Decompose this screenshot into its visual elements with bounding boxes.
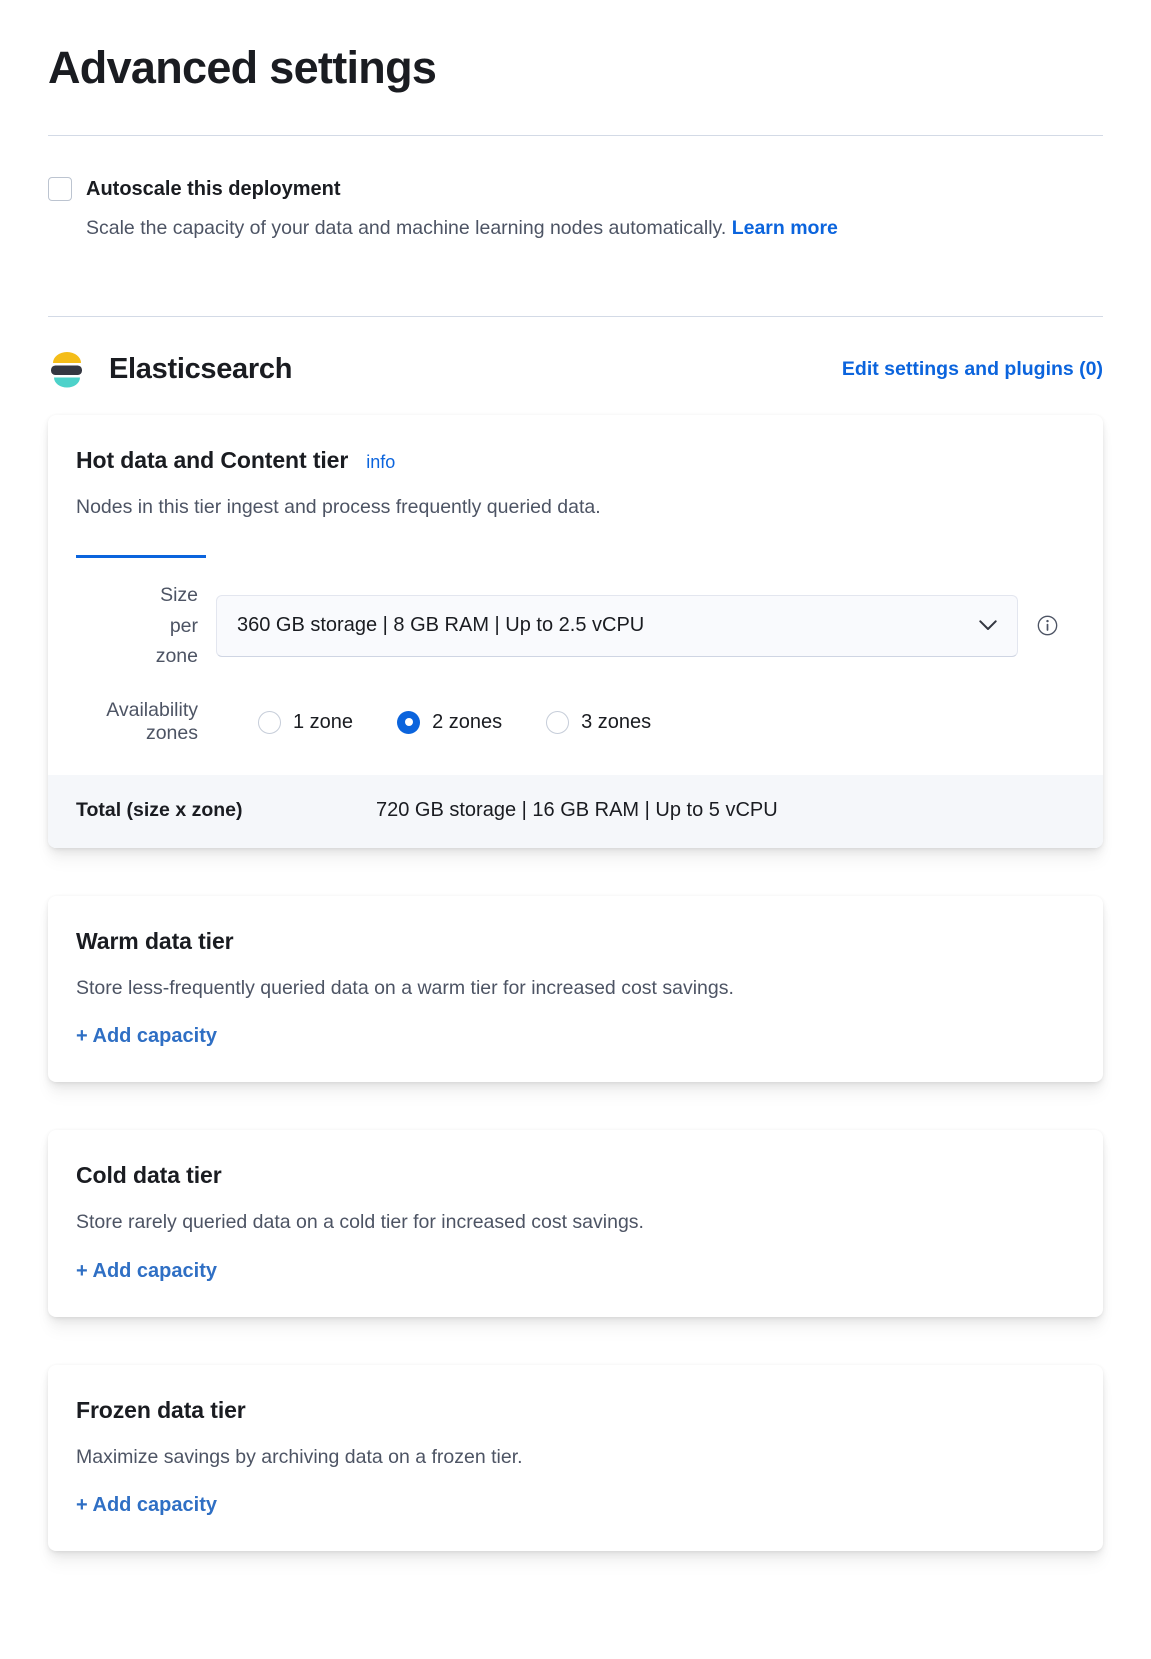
autoscale-description-text: Scale the capacity of your data and mach… xyxy=(86,216,727,239)
elasticsearch-header-left: Elasticsearch xyxy=(48,349,292,389)
frozen-tier-description: Maximize savings by archiving data on a … xyxy=(76,1445,523,1468)
chevron-down-icon xyxy=(979,620,997,631)
hot-tier-tab-indicator xyxy=(76,555,206,559)
warm-data-tier-card: Warm data tier Store less-frequently que… xyxy=(48,896,1103,1083)
radio-2-zones[interactable] xyxy=(397,710,421,734)
zone-option-3[interactable]: 3 zones xyxy=(546,710,652,734)
info-circle-icon[interactable] xyxy=(1037,615,1058,636)
hot-tier-info-link[interactable]: info xyxy=(366,452,396,473)
size-per-zone-label: Size per zone xyxy=(76,580,216,671)
hot-tier-title-row: Hot data and Content tier info xyxy=(76,447,1075,474)
autoscale-divider xyxy=(48,316,1103,318)
availability-zones-row: Availability zones 1 zone 2 zones 3 zone… xyxy=(76,671,1075,775)
cold-tier-description: Store rarely queried data on a cold tier… xyxy=(76,1211,644,1234)
frozen-tier-body: Frozen data tier Maximize savings by arc… xyxy=(48,1365,1103,1551)
warm-tier-body: Warm data tier Store less-frequently que… xyxy=(48,896,1103,1082)
autoscale-label: Autoscale this deployment xyxy=(86,177,341,200)
availability-zones-options: 1 zone 2 zones 3 zones xyxy=(216,710,695,734)
title-divider xyxy=(48,134,1103,136)
hot-tier-total-row: Total (size x zone) 720 GB storage | 16 … xyxy=(48,775,1103,849)
cold-tier-body: Cold data tier Store rarely queried data… xyxy=(48,1130,1103,1316)
zone-option-2-label: 2 zones xyxy=(432,710,503,733)
size-per-zone-select[interactable]: 360 GB storage | 8 GB RAM | Up to 2.5 vC… xyxy=(216,594,1018,657)
autoscale-section: Autoscale this deployment Scale the capa… xyxy=(48,136,1103,275)
warm-tier-title: Warm data tier xyxy=(76,928,234,955)
frozen-data-tier-card: Frozen data tier Maximize savings by arc… xyxy=(48,1364,1103,1551)
hot-tier-total-value: 720 GB storage | 16 GB RAM | Up to 5 vCP… xyxy=(376,799,778,822)
size-label-line-3: zone xyxy=(155,644,198,667)
frozen-tier-title: Frozen data tier xyxy=(76,1396,246,1423)
zone-option-1-label: 1 zone xyxy=(293,710,354,733)
hot-tier-total-label: Total (size x zone) xyxy=(76,799,243,822)
frozen-tier-add-capacity-button[interactable]: + Add capacity xyxy=(76,1493,217,1516)
advanced-settings-page: Advanced settings Autoscale this deploym… xyxy=(48,42,1103,1551)
hot-data-tier-card: Hot data and Content tier info Nodes in … xyxy=(48,415,1103,849)
elasticsearch-title: Elasticsearch xyxy=(109,352,293,385)
size-per-zone-row: Size per zone 360 GB storage | 8 GB RAM … xyxy=(76,558,1075,671)
size-label-line-1: Size xyxy=(160,584,198,607)
zone-option-1[interactable]: 1 zone xyxy=(258,710,354,734)
autoscale-description: Scale the capacity of your data and mach… xyxy=(86,215,1103,241)
hot-tier-header: Hot data and Content tier info Nodes in … xyxy=(48,415,1103,559)
learn-more-link[interactable]: Learn more xyxy=(731,216,838,239)
warm-tier-add-capacity-button[interactable]: + Add capacity xyxy=(76,1025,217,1048)
zone-option-2[interactable]: 2 zones xyxy=(397,710,503,734)
availability-zones-label: Availability zones xyxy=(106,699,198,745)
cold-tier-add-capacity-button[interactable]: + Add capacity xyxy=(76,1259,217,1282)
radio-1-zone[interactable] xyxy=(258,710,281,734)
elasticsearch-logo-icon xyxy=(51,352,82,388)
edit-settings-and-plugins-link[interactable]: Edit settings and plugins (0) xyxy=(841,357,1103,380)
hot-tier-title: Hot data and Content tier xyxy=(76,447,349,474)
hot-tier-config: Size per zone 360 GB storage | 8 GB RAM … xyxy=(48,558,1103,775)
elasticsearch-header: Elasticsearch Edit settings and plugins … xyxy=(48,317,1103,415)
hot-tier-description: Nodes in this tier ingest and process fr… xyxy=(76,496,601,519)
zone-option-3-label: 3 zones xyxy=(581,710,652,733)
size-label-line-2: per xyxy=(169,614,198,637)
warm-tier-description: Store less-frequently queried data on a … xyxy=(76,977,734,1000)
autoscale-row: Autoscale this deployment xyxy=(48,176,1103,202)
cold-data-tier-card: Cold data tier Store rarely queried data… xyxy=(48,1130,1103,1317)
page-title: Advanced settings xyxy=(48,42,437,93)
autoscale-checkbox[interactable] xyxy=(48,176,72,201)
cold-tier-title: Cold data tier xyxy=(76,1162,222,1189)
size-per-zone-value: 360 GB storage | 8 GB RAM | Up to 2.5 vC… xyxy=(237,614,645,637)
radio-3-zones[interactable] xyxy=(546,710,570,734)
